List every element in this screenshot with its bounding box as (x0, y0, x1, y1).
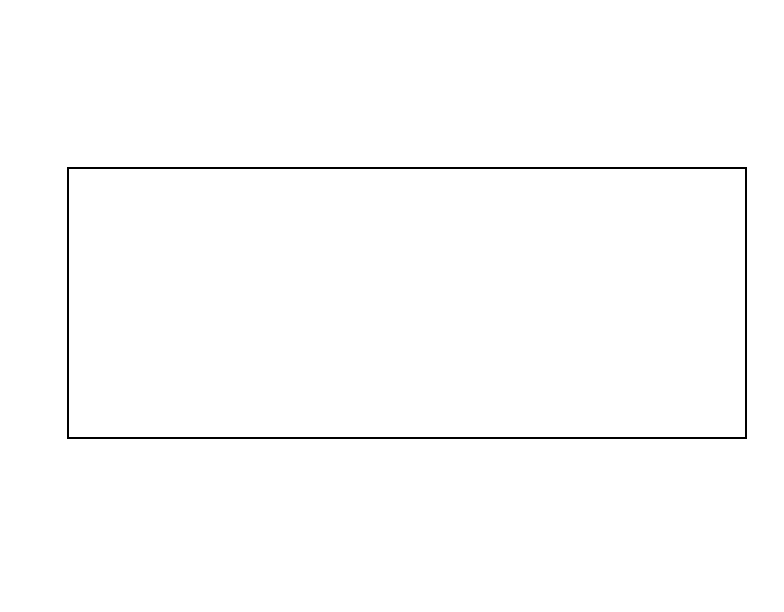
y-tick-label-60s (0, 287, 56, 303)
y-tick-label-70s (0, 308, 56, 324)
y-tick-label-110s (0, 392, 56, 408)
x-tick-label-60e (477, 446, 541, 462)
colorbar-label-5 (186, 546, 250, 562)
colorbar-label-10 (244, 546, 308, 562)
colorbar-label-150 (474, 546, 538, 562)
y-tick-label-20s (0, 203, 56, 219)
x-tick-label-180w (49, 446, 113, 462)
y-tick-label-30s (0, 224, 56, 240)
x-tick-label-120e (584, 446, 648, 462)
x-tick-label-0 (370, 446, 434, 462)
y-tick-label-50s (0, 266, 56, 282)
map-canvas (68, 168, 746, 438)
y-tick-label-90s (0, 350, 56, 366)
y-tick-label-10s (0, 181, 56, 197)
y-tick-label-80s (0, 329, 56, 345)
x-tick-label-180e (691, 446, 755, 462)
colorbar-label-25 (301, 546, 365, 562)
y-tick-label-100s (0, 371, 56, 387)
y-tick-label-40s (0, 245, 56, 261)
colorbar-label-300 (531, 546, 595, 562)
colorbar-label-50 (359, 546, 423, 562)
y-tick-label-120s (0, 414, 56, 430)
colorbar-label-100 (416, 546, 480, 562)
x-tick-label-60w (263, 446, 327, 462)
x-tick-label-120w (156, 446, 220, 462)
plot-frame (67, 167, 747, 439)
